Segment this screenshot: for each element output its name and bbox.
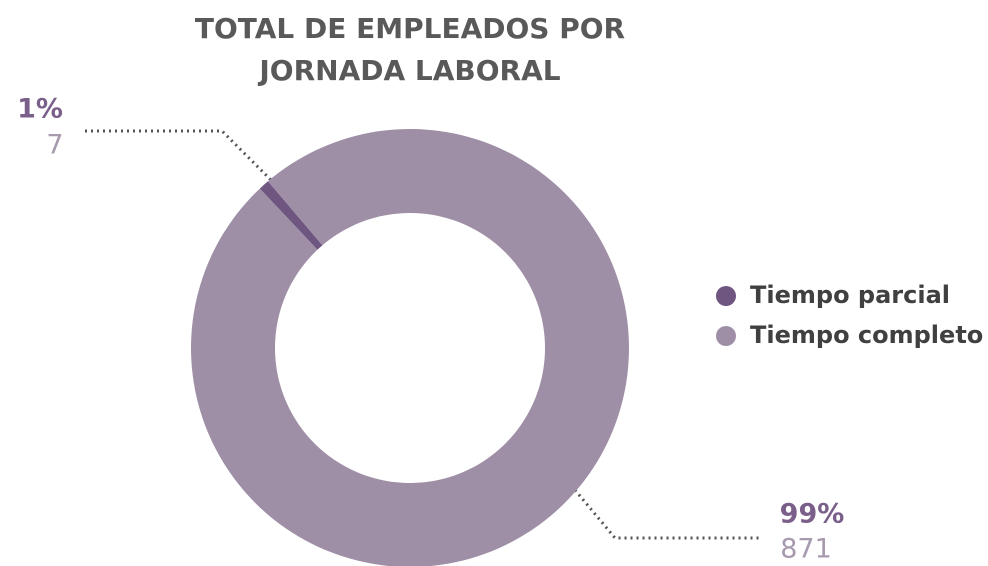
legend-label: Tiempo parcial [750,281,950,309]
percent-label: 99% [780,499,845,530]
leader-line [573,489,760,540]
slice [191,129,629,566]
legend-marker [716,326,736,346]
legend-marker [716,286,736,306]
percent-label: 1% [17,94,63,125]
chart-title: JORNADA LABORAL [257,54,560,87]
value-label: 871 [780,534,832,565]
slice [259,181,323,250]
chart-title: TOTAL DE EMPLEADOS POR [195,12,625,45]
legend-label: Tiempo completo [750,321,983,349]
value-label: 7 [46,130,63,161]
